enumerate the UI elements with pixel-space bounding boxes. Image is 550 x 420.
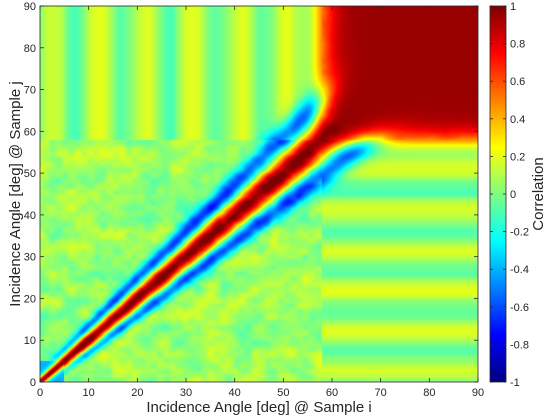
- x-tick-label: 70: [375, 387, 387, 399]
- x-tick-label: 80: [423, 387, 435, 399]
- colorbar-tick-label: 0: [510, 189, 516, 201]
- colorbar-tick-label: -0.4: [510, 264, 529, 276]
- y-tick-label: 90: [24, 1, 36, 13]
- colorbar-tick-label: 0.6: [510, 76, 525, 88]
- y-axis-label: Incidence Angle [deg] @ Sample j: [7, 81, 24, 306]
- x-tick-label: 50: [277, 387, 289, 399]
- colorbar-tick-label: 1: [510, 1, 516, 13]
- plot-frame: [39, 5, 479, 383]
- colorbar-tick-label: 0.2: [510, 151, 525, 163]
- colorbar-tick-label: -0.6: [510, 302, 529, 314]
- colorbar-tick-label: -0.8: [510, 339, 529, 351]
- y-tick-label: 20: [24, 293, 36, 305]
- heatmap-image: [40, 6, 478, 382]
- x-tick-label: 30: [180, 387, 192, 399]
- x-axis-label: Incidence Angle [deg] @ Sample i: [146, 399, 371, 416]
- colorbar-tick-label: -1: [510, 377, 520, 389]
- x-axis-ticks: 0 10 20 30 40 50 60 70 80 90: [37, 6, 484, 399]
- x-tick-label: 90: [472, 387, 484, 399]
- x-tick-label: 10: [83, 387, 95, 399]
- y-tick-label: 0: [30, 377, 36, 389]
- y-tick-label: 40: [24, 210, 36, 222]
- x-tick-label: 60: [326, 387, 338, 399]
- x-tick-label: 40: [229, 387, 241, 399]
- colorbar-tick-label: 0.4: [510, 114, 525, 126]
- colorbar-ticks: 1 0.8 0.6 0.4 0.2 0 -0.2 -0.4 -0.6 -0.8 -1: [490, 1, 529, 389]
- y-tick-label: 10: [24, 335, 36, 347]
- x-tick-label: 20: [131, 387, 143, 399]
- colorbar-label: Correlation: [530, 157, 547, 230]
- x-tick-label: 0: [37, 387, 43, 399]
- colorbar-tick-label: 0.8: [510, 39, 525, 51]
- colorbar-tick-label: -0.2: [510, 227, 529, 239]
- y-tick-label: 60: [24, 126, 36, 138]
- y-tick-label: 30: [24, 252, 36, 264]
- y-tick-label: 70: [24, 85, 36, 97]
- y-tick-label: 80: [24, 43, 36, 55]
- y-axis-ticks: 0 10 20 30 40 50 60 70 80 90: [24, 1, 478, 389]
- y-tick-label: 50: [24, 168, 36, 180]
